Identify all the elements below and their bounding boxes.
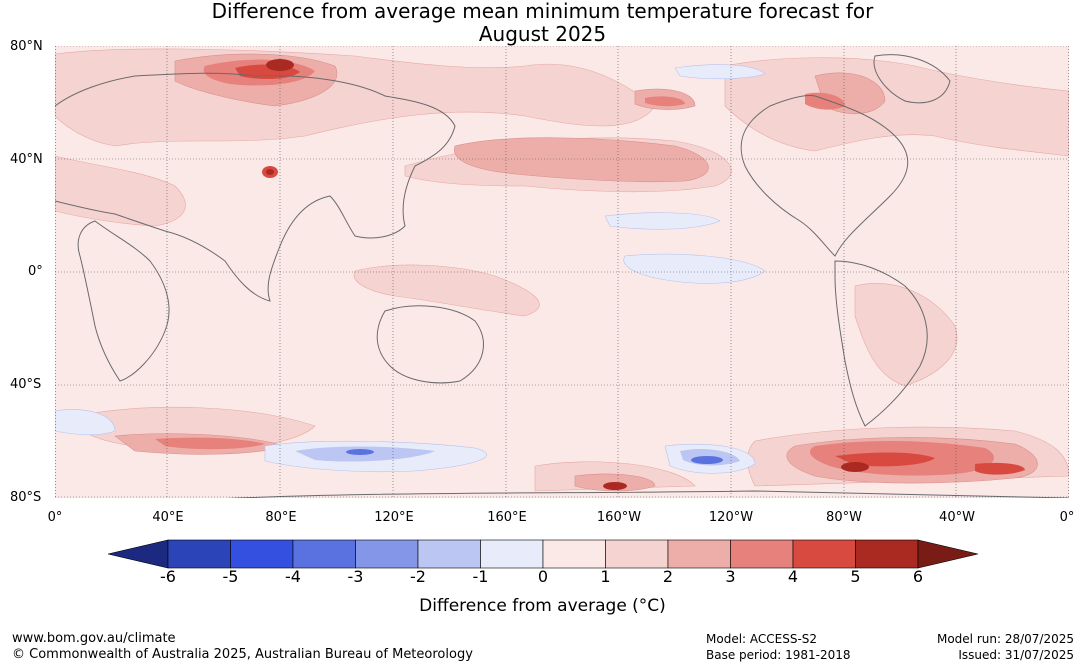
colorbar <box>107 539 979 569</box>
colorbar-segment <box>667 539 731 569</box>
colorbar-segment <box>355 539 419 569</box>
lon-label-40w: 40°W <box>939 510 975 525</box>
lon-label-120e: 120°E <box>374 510 414 525</box>
colorbar-segment <box>292 539 356 569</box>
lon-label-160w: 160°W <box>596 510 642 525</box>
lat-label-80s: 80°S <box>10 490 42 505</box>
lon-label-40e: 40°E <box>152 510 184 525</box>
lat-label-equator: 0° <box>28 264 43 279</box>
colorbar-segment <box>167 539 231 569</box>
lat-label-80n: 80°N <box>10 39 43 54</box>
lon-label-80e: 80°E <box>265 510 297 525</box>
colorbar-label: Difference from average (°C) <box>419 596 666 616</box>
colorbar-segment <box>792 539 856 569</box>
colorbar-tick-label: 3 <box>725 567 736 586</box>
colorbar-segment <box>480 539 544 569</box>
map-title: Difference from average mean minimum tem… <box>0 0 1085 46</box>
colorbar-tick-label: -2 <box>410 567 426 586</box>
issued-text: Issued: 31/07/2025 <box>958 648 1074 662</box>
lat-label-40n: 40°N <box>10 152 43 167</box>
anomaly-neg-4-3-regions <box>346 449 723 464</box>
copyright-text: © Commonwealth of Australia 2025, Austra… <box>12 647 473 662</box>
colorbar-segment <box>230 539 294 569</box>
title-line-2: August 2025 <box>478 22 607 46</box>
colorbar-segment <box>605 539 669 569</box>
colorbar-tick-label: 4 <box>787 567 799 586</box>
lat-label-40s: 40°S <box>10 377 42 392</box>
base-period-text: Base period: 1981-2018 <box>706 648 851 662</box>
colorbar-segment <box>730 539 794 569</box>
colorbar-arrow-low <box>107 539 169 569</box>
model-run-text: Model run: 28/07/2025 <box>936 632 1074 646</box>
colorbar-tick-label: -1 <box>472 567 489 586</box>
coastlines <box>55 54 1069 498</box>
colorbar-tick-label: 0 <box>537 567 549 586</box>
colorbar-tick-label: 5 <box>850 567 861 586</box>
colorbar-tick-label: -3 <box>347 567 364 586</box>
model-text: Model: ACCESS-S2 <box>706 632 818 646</box>
colorbar-segment <box>417 539 481 569</box>
graticule <box>55 46 1069 498</box>
colorbar-tick-label: 1 <box>600 567 611 586</box>
forecast-map <box>55 46 1069 498</box>
colorbar-tick-label: 2 <box>662 567 674 586</box>
title-line-1: Difference from average mean minimum tem… <box>211 0 874 23</box>
colorbar-arrow-high <box>917 539 979 569</box>
colorbar-tick-label: 6 <box>912 567 924 586</box>
colorbar-segment <box>542 539 606 569</box>
colorbar-tick-label: -5 <box>222 567 239 586</box>
website-link[interactable]: www.bom.gov.au/climate <box>12 631 176 646</box>
map-svg <box>55 46 1069 498</box>
lon-label-80w: 80°W <box>826 510 862 525</box>
lon-label-120w: 120°W <box>708 510 754 525</box>
lon-label-0-end: 0° <box>1059 510 1075 525</box>
lon-label-160e: 160°E <box>487 510 527 525</box>
colorbar-tick-label: -4 <box>285 567 301 586</box>
lon-label-0: 0° <box>47 510 63 525</box>
colorbar-segment <box>855 539 919 569</box>
colorbar-tick-label: -6 <box>160 567 176 586</box>
